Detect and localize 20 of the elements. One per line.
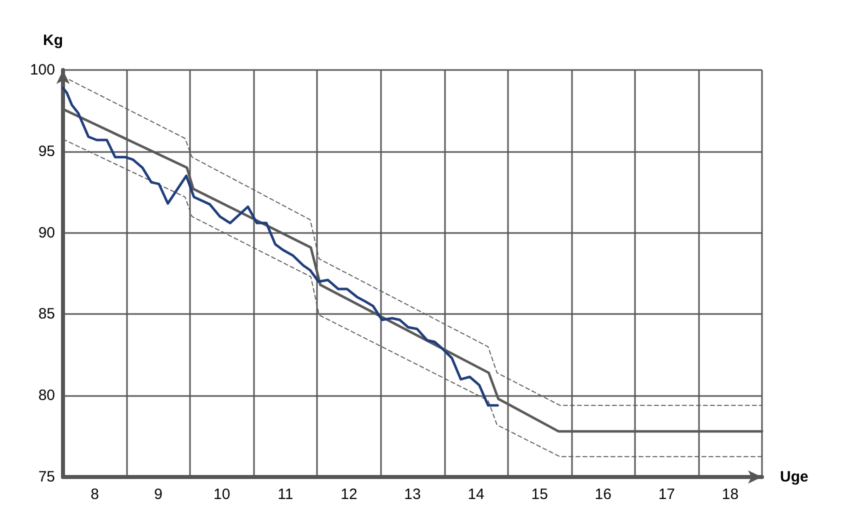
x-tick-label: 18 xyxy=(722,486,739,503)
x-tick-label: 17 xyxy=(658,486,676,503)
y-tick-label: 75 xyxy=(38,468,55,486)
x-tick-label: 11 xyxy=(278,486,294,503)
x-tick-label: 10 xyxy=(214,486,230,503)
x-axis-title: Uge xyxy=(780,468,808,486)
y-tick-label: 100 xyxy=(30,62,55,78)
y-tick-label: 95 xyxy=(38,142,55,160)
x-tick-label: 15 xyxy=(531,486,548,503)
y-tick-label: 80 xyxy=(38,387,55,404)
x-tick-label: 8 xyxy=(90,486,99,503)
y-axis-title: Kg xyxy=(43,32,63,49)
x-tick-label: 12 xyxy=(340,486,358,503)
x-tick-label: 16 xyxy=(594,486,612,503)
y-tick-label: 85 xyxy=(38,306,55,323)
line-series xyxy=(62,86,499,407)
x-tick-label: 13 xyxy=(404,486,421,503)
x-tick-label: 9 xyxy=(154,486,162,503)
x-tick-label: 14 xyxy=(468,486,484,503)
y-tick-label: 90 xyxy=(38,224,55,242)
